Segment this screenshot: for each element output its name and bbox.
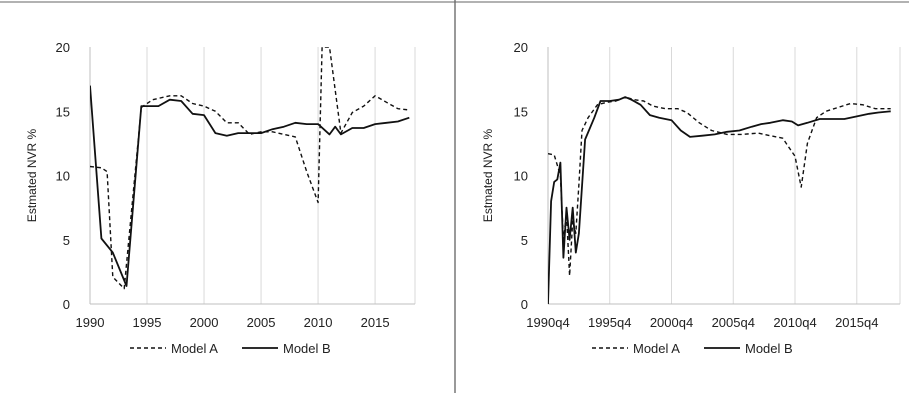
x-tick-label: 2015q4 <box>835 315 878 330</box>
series-line-model-b <box>90 85 410 287</box>
series-line-model-a <box>548 96 891 277</box>
legend-label: Model A <box>171 341 218 356</box>
y-tick-label: 0 <box>521 297 528 312</box>
x-tick-label: 2005q4 <box>712 315 755 330</box>
x-tick-label: 2005 <box>247 315 276 330</box>
y-tick-label: 15 <box>56 104 70 119</box>
y-tick-label: 20 <box>514 40 528 55</box>
y-tick-label: 10 <box>514 169 528 184</box>
series-line-model-a <box>90 47 410 290</box>
y-tick-label: 20 <box>56 40 70 55</box>
x-tick-label: 2000 <box>190 315 219 330</box>
y-tick-label: 15 <box>514 104 528 119</box>
chart-panel-right: 1990q4 1995q4 2000q4 2005q4 2010q4 2015q4 0 5 10… <box>481 40 901 356</box>
x-tick-label: 1990 <box>76 315 105 330</box>
x-tick-label: 1995q4 <box>588 315 631 330</box>
x-tick-label: 2010 <box>304 315 333 330</box>
x-tick-label: 2015 <box>361 315 390 330</box>
x-tick-label: 2000q4 <box>650 315 693 330</box>
legend-label: Model B <box>283 341 331 356</box>
y-tick-label: 5 <box>63 233 70 248</box>
legend-label: Model A <box>633 341 680 356</box>
x-tick-label: 2010q4 <box>773 315 816 330</box>
x-tick-label: 1995 <box>133 315 162 330</box>
y-tick-label: 0 <box>63 297 70 312</box>
series-line-model-b <box>548 96 891 305</box>
legend-label: Model B <box>745 341 793 356</box>
chart-panel-left: 1990 1995 2000 2005 2010 2015 0 5 10 15 20 Estmated… <box>25 40 416 356</box>
y-tick-label: 10 <box>56 169 70 184</box>
x-tick-label: 1990q4 <box>526 315 569 330</box>
y-tick-label: 5 <box>521 233 528 248</box>
y-axis-title: Estmated NVR % <box>25 128 39 222</box>
y-axis-title: Estmated NVR % <box>481 128 495 222</box>
